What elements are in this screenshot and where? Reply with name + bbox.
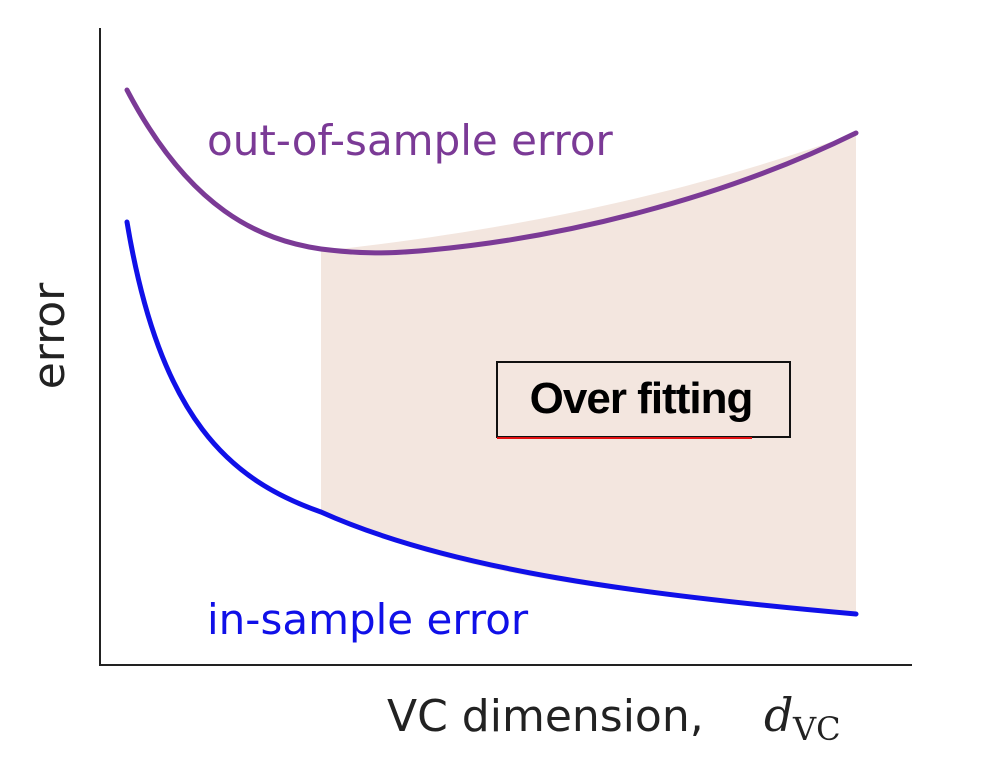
x-axis-label: VC dimension, [387,691,704,742]
y-axis-label: error [24,282,75,389]
overfitting-region [321,133,856,614]
in-sample-curve [124,219,859,617]
x-axis-symbol: d [764,688,793,742]
out-of-sample-label: out-of-sample error [207,116,614,165]
in-sample-label: in-sample error [207,595,529,644]
overfitting-label: Over fitting [530,374,753,423]
x-axis-label-text: VC dimension, [387,691,704,742]
x-axis-subscript: VC [792,710,841,748]
out-of-sample-curve [124,87,859,256]
